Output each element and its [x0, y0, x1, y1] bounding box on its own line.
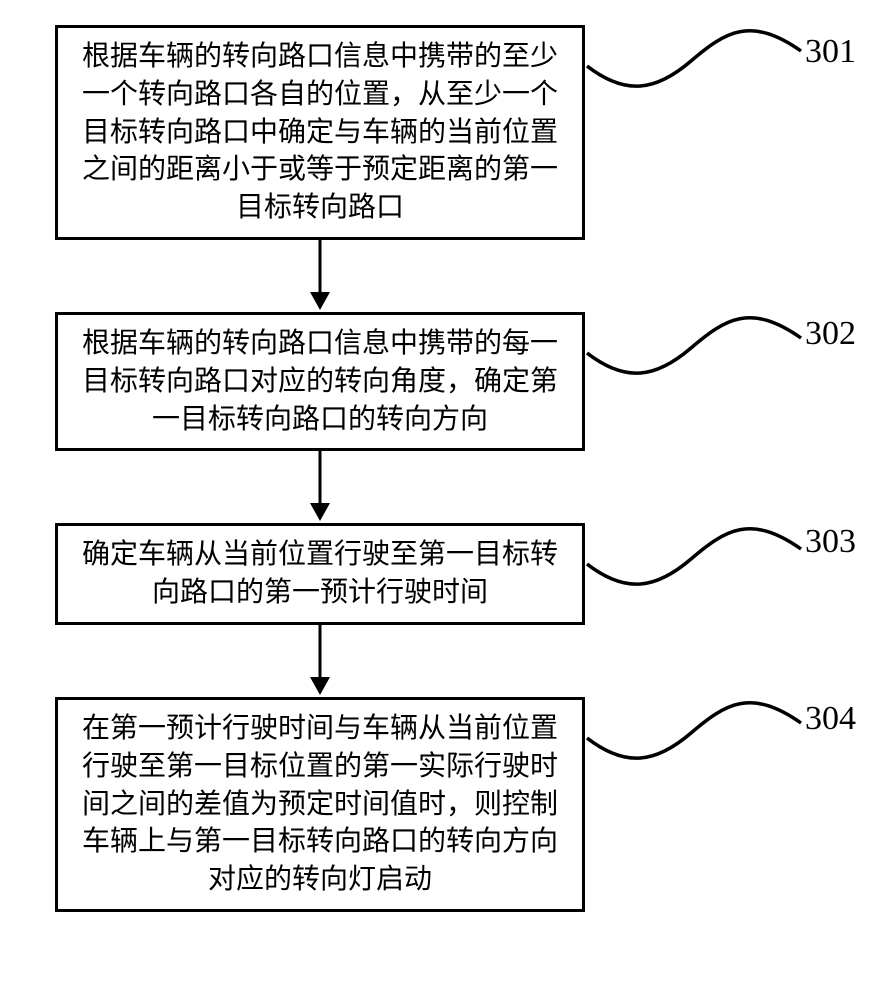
flow-box-4: 在第一预计行驶时间与车辆从当前位置行驶至第一目标位置的第一实际行驶时间之间的差值… — [55, 697, 585, 912]
connector-squiggle-1 — [586, 26, 806, 96]
arrow-2 — [55, 451, 585, 523]
flow-box-3-text: 确定车辆从当前位置行驶至第一目标转向路口的第一预计行驶时间 — [82, 539, 558, 608]
arrow-3 — [55, 625, 585, 697]
flow-box-1: 根据车辆的转向路口信息中携带的至少一个转向路口各自的位置，从至少一个目标转向路口… — [55, 25, 585, 240]
flow-label-1: 301 — [805, 33, 856, 71]
connector-squiggle-4 — [586, 698, 806, 768]
connector-squiggle-2 — [586, 313, 806, 383]
flow-label-2: 302 — [805, 315, 856, 353]
flow-label-4: 304 — [805, 700, 856, 738]
flow-label-3: 303 — [805, 523, 856, 561]
flow-box-2-text: 根据车辆的转向路口信息中携带的每一目标转向路口对应的转向角度，确定第一目标转向路… — [82, 328, 558, 435]
flow-box-2: 根据车辆的转向路口信息中携带的每一目标转向路口对应的转向角度，确定第一目标转向路… — [55, 312, 585, 451]
flow-box-1-text: 根据车辆的转向路口信息中携带的至少一个转向路口各自的位置，从至少一个目标转向路口… — [82, 41, 558, 223]
connector-squiggle-3 — [586, 524, 806, 594]
flow-box-4-text: 在第一预计行驶时间与车辆从当前位置行驶至第一目标位置的第一实际行驶时间之间的差值… — [82, 713, 558, 895]
arrow-1 — [55, 240, 585, 312]
flowchart-container: 根据车辆的转向路口信息中携带的至少一个转向路口各自的位置，从至少一个目标转向路口… — [55, 25, 825, 912]
flow-box-3: 确定车辆从当前位置行驶至第一目标转向路口的第一预计行驶时间 — [55, 523, 585, 625]
